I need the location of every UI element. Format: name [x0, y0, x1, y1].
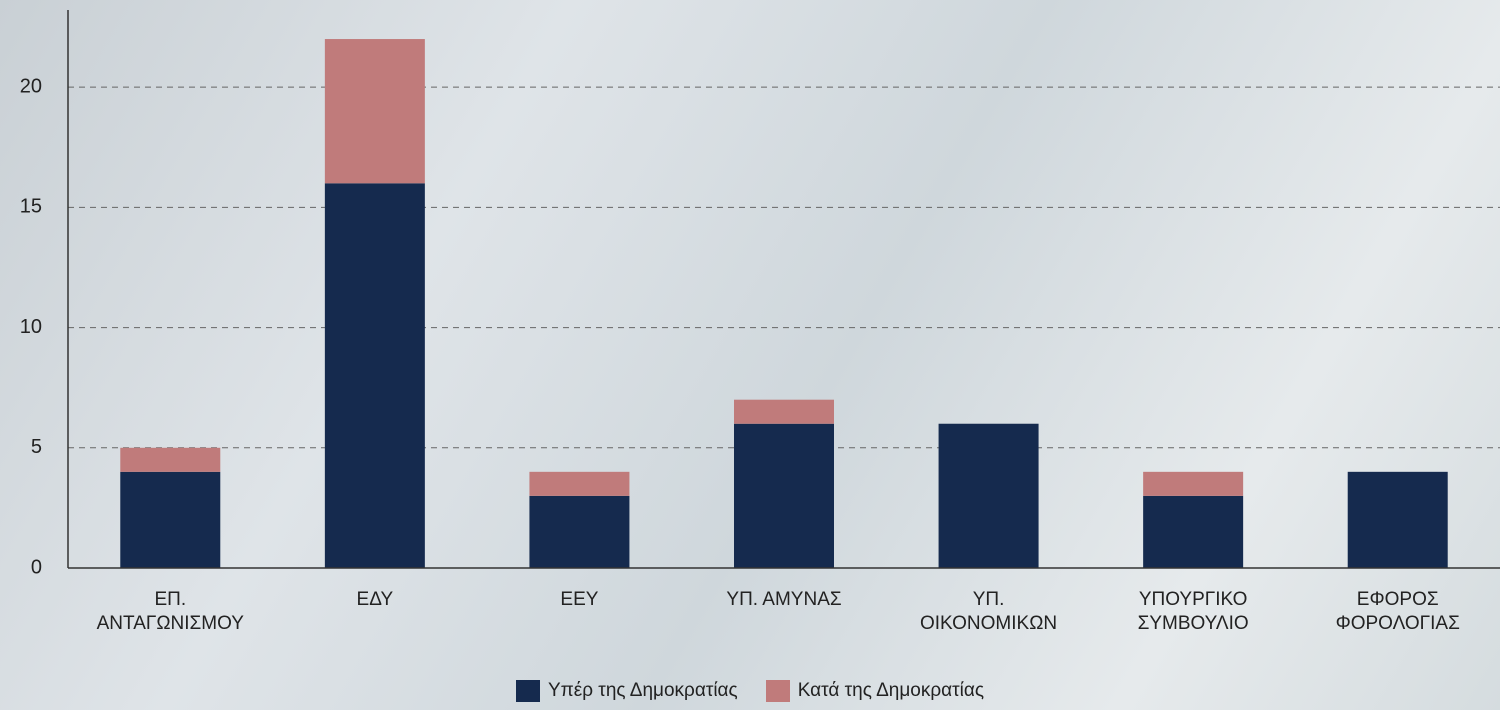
x-tick-label: ΥΠΟΥΡΓΙΚΟ ΣΥΜΒΟΥΛΙΟ	[1108, 588, 1278, 636]
bar-segment	[120, 472, 220, 568]
bar-segment	[325, 183, 425, 568]
x-tick-label: ΕΔΥ	[290, 588, 460, 612]
y-tick-label: 20	[20, 75, 42, 97]
y-tick-label: 10	[20, 316, 42, 338]
legend-label: Υπέρ της Δημοκρατίας	[548, 680, 738, 701]
bar-segment	[939, 424, 1039, 568]
y-tick-label: 0	[31, 556, 42, 578]
y-tick-label: 15	[20, 196, 42, 218]
bar-segment	[1348, 472, 1448, 568]
bar-segment	[734, 400, 834, 424]
bar-segment	[529, 472, 629, 496]
bar-segment	[529, 496, 629, 568]
legend-label: Κατά της Δημοκρατίας	[798, 680, 984, 701]
x-tick-label: ΕΕΥ	[494, 588, 664, 612]
x-tick-label: ΕΦΟΡΟΣ ΦΟΡΟΛΟΓΙΑΣ	[1313, 588, 1483, 636]
bar-segment	[325, 39, 425, 183]
chart: 0 5 10 15 20 Υπέρ της Δημοκρατίας Κατά της Δη…	[0, 0, 1500, 710]
x-tick-label: ΥΠ. ΟΙΚΟΝΟΜΙΚΩΝ	[904, 588, 1074, 636]
bar-segment	[1143, 472, 1243, 496]
legend-swatch	[766, 680, 790, 702]
bar-segment	[120, 448, 220, 472]
y-tick-label: 5	[31, 436, 42, 458]
bar-segment	[1143, 496, 1243, 568]
x-tick-label: ΕΠ. ΑΝΤΑΓΩΝΙΣΜΟΥ	[85, 588, 255, 636]
legend-item: Υπέρ της Δημοκρατίας	[516, 680, 738, 702]
legend: Υπέρ της Δημοκρατίας Κατά της Δημοκρατίας	[0, 680, 1500, 702]
x-tick-label: ΥΠ. ΑΜΥΝΑΣ	[699, 588, 869, 612]
bar-segment	[734, 424, 834, 568]
legend-swatch	[516, 680, 540, 702]
legend-item: Κατά της Δημοκρατίας	[766, 680, 984, 702]
